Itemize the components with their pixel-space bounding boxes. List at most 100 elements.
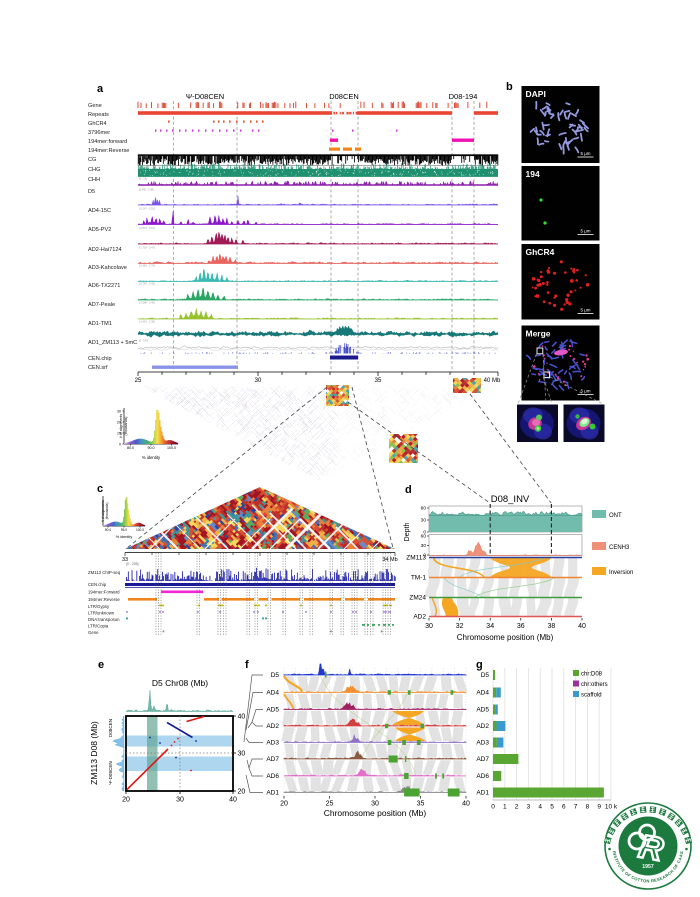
svg-text:d: d	[405, 484, 412, 496]
svg-text:DNA:transposon: DNA:transposon	[88, 617, 120, 622]
svg-text:30: 30	[371, 801, 379, 808]
svg-text:AD6: AD6	[476, 773, 489, 780]
svg-text:5: 5	[550, 804, 554, 811]
svg-text:34 Mb: 34 Mb	[382, 557, 397, 563]
svg-text:25: 25	[135, 378, 142, 384]
svg-text:7: 7	[574, 804, 578, 811]
svg-text:Inversion: Inversion	[609, 570, 633, 576]
svg-text:CHG: CHG	[88, 167, 100, 173]
svg-text:a: a	[97, 83, 104, 95]
svg-text:GhCR4: GhCR4	[88, 121, 107, 127]
svg-text:(thousands): (thousands)	[124, 417, 128, 436]
svg-text:[-1.491 - 2.38]: [-1.491 - 2.38]	[139, 321, 155, 324]
svg-text:8: 8	[586, 804, 590, 811]
svg-text:0: 0	[491, 804, 495, 811]
svg-text:ZM113 ChIP-seq: ZM113 ChIP-seq	[88, 570, 121, 575]
svg-text:D5 Chr08 (Mb): D5 Chr08 (Mb)	[152, 678, 208, 688]
svg-text:33: 33	[122, 557, 128, 563]
svg-text:3796mer: 3796mer	[88, 130, 110, 136]
svg-text:1: 1	[503, 804, 507, 811]
svg-text:95.0: 95.0	[121, 528, 127, 532]
svg-text:ZM113 D08 (Mb): ZM113 D08 (Mb)	[89, 721, 99, 785]
svg-text:30: 30	[421, 518, 427, 524]
svg-text:90.0: 90.0	[148, 446, 155, 450]
svg-text:AD2: AD2	[476, 723, 489, 730]
svg-text:CEN.chip: CEN.chip	[88, 582, 107, 587]
svg-text:AD3: AD3	[476, 740, 489, 747]
svg-text:80.0: 80.0	[127, 446, 134, 450]
svg-text:# of alignments: # of alignments	[119, 414, 123, 439]
svg-text:5 μm: 5 μm	[580, 389, 590, 394]
svg-text:TM-1: TM-1	[411, 575, 427, 582]
svg-text:20: 20	[122, 797, 130, 804]
svg-text:40: 40	[229, 797, 237, 804]
svg-text:f: f	[245, 659, 249, 671]
svg-text:6: 6	[562, 804, 566, 811]
svg-text:[-2.888 - 3.46]: [-2.888 - 3.46]	[139, 302, 155, 305]
svg-text:CENH3: CENH3	[609, 545, 630, 551]
svg-text:Chromosome position (Mb): Chromosome position (Mb)	[324, 808, 427, 818]
svg-text:[-2.873 - 3.61]: [-2.873 - 3.61]	[139, 227, 155, 230]
svg-text:0: 0	[423, 553, 426, 559]
svg-text:100.0: 100.0	[167, 446, 176, 450]
svg-text:AD4-15C: AD4-15C	[88, 208, 111, 214]
svg-text:20: 20	[280, 801, 288, 808]
svg-text:2: 2	[515, 804, 519, 811]
svg-text:4: 4	[538, 804, 542, 811]
svg-text:ONT: ONT	[609, 513, 622, 519]
svg-text:3: 3	[527, 804, 531, 811]
svg-text:20: 20	[117, 421, 121, 425]
svg-text:AD6: AD6	[266, 773, 279, 780]
svg-text:35: 35	[417, 801, 425, 808]
svg-text:194mer:forward: 194mer:forward	[88, 139, 127, 145]
svg-text:0: 0	[119, 443, 121, 447]
svg-text:D5: D5	[271, 672, 280, 679]
svg-text:[-2.760 - 3.43]: [-2.760 - 3.43]	[139, 283, 155, 286]
svg-text:5 μm: 5 μm	[580, 151, 590, 156]
svg-text:AD2: AD2	[413, 614, 426, 621]
svg-text:[0.455 - 3.48]: [0.455 - 3.48]	[139, 189, 154, 192]
svg-text:AD4: AD4	[266, 690, 279, 697]
svg-text:90.0: 90.0	[105, 528, 111, 532]
svg-text:60: 60	[421, 506, 427, 512]
svg-text:30: 30	[421, 543, 427, 549]
svg-text:c: c	[97, 483, 103, 495]
svg-text:[0 - 205]: [0 - 205]	[126, 562, 138, 566]
svg-text:32: 32	[456, 623, 464, 630]
svg-text:AD5: AD5	[476, 707, 489, 714]
svg-text:194mer:Reverse: 194mer:Reverse	[88, 597, 120, 602]
svg-text:AD7-Peale: AD7-Peale	[88, 302, 115, 308]
svg-text:Chromosome position (Mb): Chromosome position (Mb)	[457, 633, 554, 642]
svg-text:AD1: AD1	[266, 790, 279, 797]
svg-text:D5: D5	[88, 189, 95, 195]
svg-text:36: 36	[517, 623, 525, 630]
svg-text:30: 30	[117, 410, 121, 414]
svg-text:AD2-Hai7124: AD2-Hai7124	[88, 247, 122, 253]
svg-text:AD1-TM1: AD1-TM1	[88, 321, 112, 327]
svg-text:D08CEN: D08CEN	[108, 719, 113, 737]
svg-text:AD4: AD4	[476, 690, 489, 697]
svg-text:ZM24: ZM24	[409, 595, 426, 602]
svg-text:AD5-PV2: AD5-PV2	[88, 227, 111, 233]
svg-text:30: 30	[255, 378, 262, 384]
svg-text:[0 - 100]: [0 - 100]	[139, 167, 148, 170]
svg-text:g: g	[476, 659, 483, 671]
svg-text:AD7: AD7	[476, 756, 489, 763]
svg-text:chr:D08: chr:D08	[581, 672, 603, 678]
svg-text:25: 25	[326, 801, 334, 808]
svg-text:Gene: Gene	[88, 630, 99, 635]
svg-text:ZM113: ZM113	[406, 555, 426, 562]
svg-text:CG: CG	[88, 157, 96, 163]
svg-text:40: 40	[462, 801, 470, 808]
svg-text:% identity: % identity	[142, 455, 161, 460]
svg-text:D08-194: D08-194	[449, 92, 478, 101]
svg-text:40: 40	[238, 714, 246, 721]
svg-text:Ψ-D08CEN: Ψ-D08CEN	[186, 92, 224, 101]
svg-text:194mer:Reverse: 194mer:Reverse	[88, 148, 129, 154]
svg-text:[-2.147 - 2.53]: [-2.147 - 2.53]	[139, 208, 155, 211]
svg-text:scaffold: scaffold	[581, 693, 602, 699]
svg-text:AD7: AD7	[266, 756, 279, 763]
svg-text:AD1: AD1	[476, 790, 489, 797]
svg-text:CEN.chip: CEN.chip	[88, 356, 112, 362]
svg-text:chr:others: chr:others	[581, 682, 608, 688]
